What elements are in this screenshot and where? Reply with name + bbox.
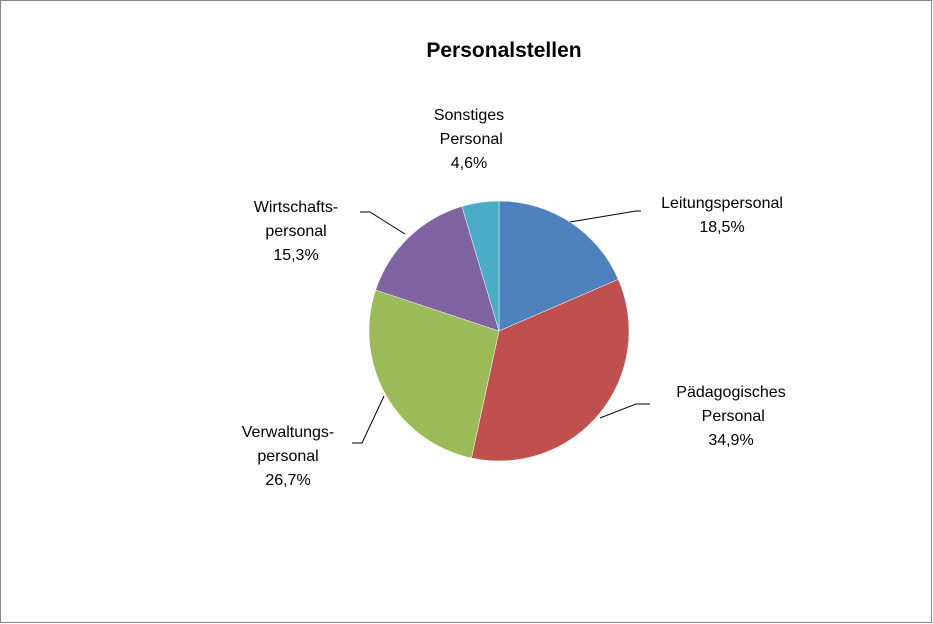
pie-slice	[461, 200, 500, 332]
leader-line	[599, 403, 650, 419]
pie-slice	[471, 279, 630, 462]
slice-label: Sonstiges Personal	[434, 107, 504, 148]
chart-title: Personalstellen	[426, 39, 581, 62]
pie-slice	[375, 206, 500, 332]
leader-line	[352, 395, 385, 444]
pie-slice	[498, 200, 619, 332]
leader-line	[360, 211, 406, 235]
slice-label: Verwaltungs-personal	[242, 424, 335, 465]
slice-value-label: 15,3%	[273, 247, 318, 264]
slice-label: Leitungspersonal	[661, 195, 783, 212]
slice-label: Pädagogisches Personal	[676, 384, 785, 425]
slice-value-label: 34,9%	[708, 432, 753, 449]
leader-lines	[352, 210, 650, 444]
pie-slice	[368, 289, 500, 459]
slice-value-label: 26,7%	[265, 472, 310, 489]
slice-value-label: 18,5%	[699, 219, 744, 236]
leader-line	[569, 210, 641, 223]
slice-label: Wirtschafts-personal	[254, 199, 338, 240]
slice-value-label: 4,6%	[451, 155, 487, 172]
